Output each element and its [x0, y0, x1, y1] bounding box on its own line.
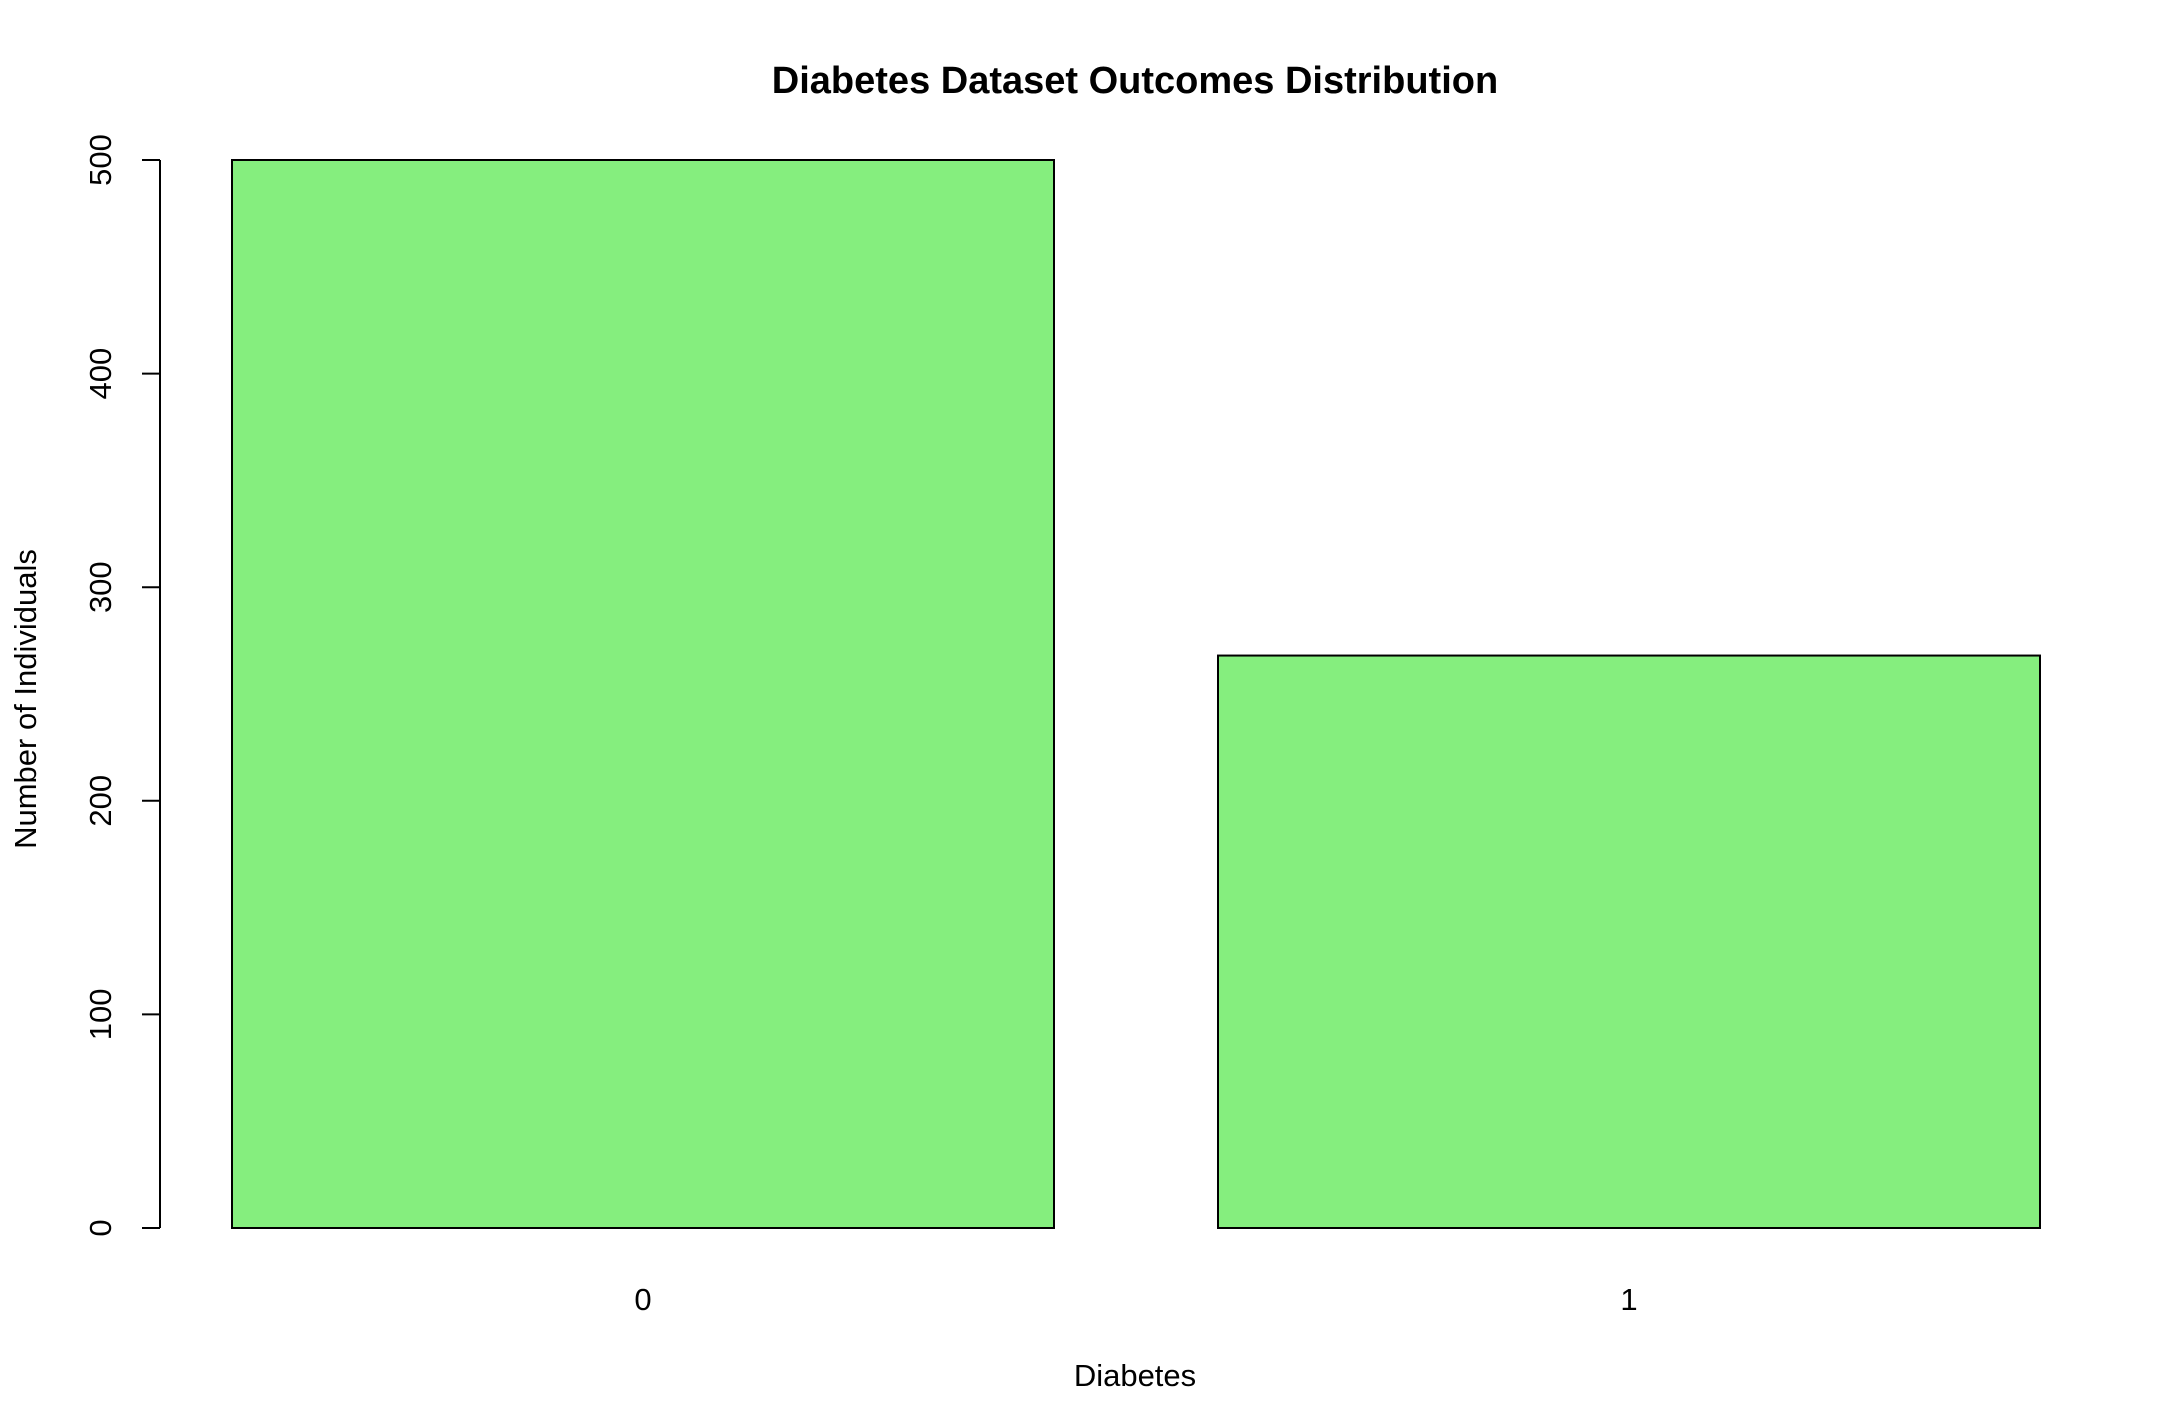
x-axis-label: Diabetes [1074, 1358, 1196, 1393]
chart-title: Diabetes Dataset Outcomes Distribution [772, 60, 1498, 102]
bar-1 [1217, 654, 2041, 1229]
y-axis-label: Number of Individuals [8, 549, 43, 849]
y-tick-label-100: 100 [83, 989, 118, 1041]
y-axis: 0 100 200 300 400 500 [83, 134, 161, 1237]
bars [231, 159, 2041, 1229]
y-tick-label-200: 200 [83, 775, 118, 827]
bar-0 [231, 159, 1055, 1229]
y-tick-label-0: 0 [83, 1219, 118, 1236]
y-tick-label-500: 500 [83, 134, 118, 186]
y-tick-label-400: 400 [83, 348, 118, 400]
x-tick-label-0: 0 [634, 1282, 651, 1317]
y-tick-label-300: 300 [83, 561, 118, 613]
x-tick-label-1: 1 [1620, 1282, 1637, 1317]
